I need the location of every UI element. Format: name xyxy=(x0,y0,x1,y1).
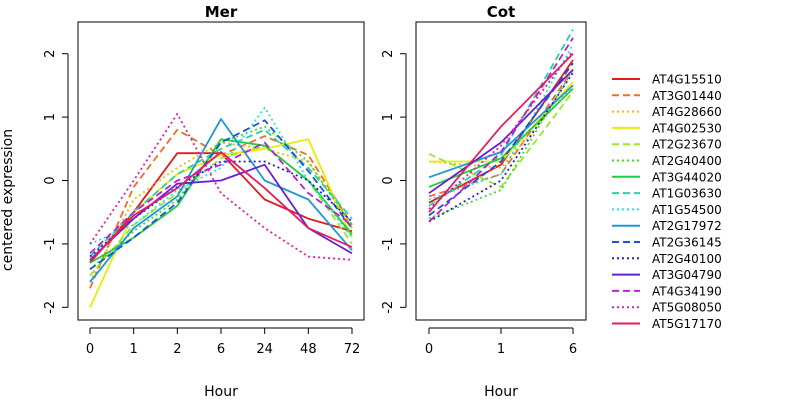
series-line-at1g03630 xyxy=(428,29,574,207)
legend-label: AT5G08050 xyxy=(652,301,722,315)
legend-label: AT1G03630 xyxy=(652,187,722,201)
x-axis-label: Hour xyxy=(204,384,238,400)
x-tick-label: 6 xyxy=(569,342,577,357)
legend-item: AT5G17170 xyxy=(612,317,722,331)
series-line-at2g40100 xyxy=(89,160,353,258)
panel-title: Mer xyxy=(205,3,238,21)
legend-item: AT1G03630 xyxy=(612,187,722,201)
legend-item: AT1G54500 xyxy=(612,203,722,217)
series-line-at5g17170 xyxy=(428,53,574,213)
series-line-at2g23670 xyxy=(428,91,574,188)
legend-item: AT4G34190 xyxy=(612,284,722,298)
y-tick-label: 1 xyxy=(381,113,396,121)
panel-cot: Cot 0 1 6 Hour -2 -1 0 1 2 xyxy=(381,3,587,400)
x-tick-label: 2 xyxy=(173,342,181,357)
series-line-at5g08050 xyxy=(89,113,353,261)
series-line-at1g54500 xyxy=(89,106,353,245)
legend-label: AT5G17170 xyxy=(652,317,722,331)
series-line-at4g28660 xyxy=(89,141,353,283)
x-axis-label: Hour xyxy=(484,384,518,400)
legend-item: AT4G02530 xyxy=(612,121,722,135)
legend-item: AT4G15510 xyxy=(612,73,722,87)
y-tick-label: -2 xyxy=(43,301,58,314)
legend: AT4G15510 AT3G01440 AT4G28660 AT4G02530 AT2G… xyxy=(612,73,722,331)
legend-label: AT2G17972 xyxy=(652,219,722,233)
series-line-at1g03630 xyxy=(89,128,353,258)
legend-label: AT4G15510 xyxy=(652,73,722,87)
panel-title: Cot xyxy=(487,3,515,21)
x-tick-label: 0 xyxy=(425,342,433,357)
legend-label: AT4G34190 xyxy=(652,284,722,298)
series-line-at2g36145 xyxy=(89,119,353,271)
legend-label: AT1G54500 xyxy=(652,203,722,217)
legend-item: AT2G17972 xyxy=(612,219,722,233)
x-tick-label: 6 xyxy=(217,342,225,357)
series-line-at3g44020 xyxy=(428,87,574,188)
legend-item: AT2G23670 xyxy=(612,138,722,152)
legend-item: AT5G08050 xyxy=(612,301,722,315)
legend-label: AT2G40400 xyxy=(652,154,722,168)
legend-item: AT2G40100 xyxy=(612,252,722,266)
y-axis-label: centered expression xyxy=(0,129,16,271)
series-line-at4g34190 xyxy=(428,37,574,223)
x-tick-label: 72 xyxy=(344,342,361,357)
series-line-at2g40400 xyxy=(89,125,353,270)
y-tick-label: 0 xyxy=(381,176,396,184)
series-line-at2g36145 xyxy=(428,62,574,217)
y-tick-label: -2 xyxy=(381,301,396,314)
series-line-at4g34190 xyxy=(89,141,353,255)
legend-label: AT2G40100 xyxy=(652,252,722,266)
series-line-at1g54500 xyxy=(428,43,574,201)
plot-frame xyxy=(77,21,365,321)
legend-label: AT4G28660 xyxy=(652,105,722,119)
legend-item: AT3G04790 xyxy=(612,268,722,282)
y-tick-label: -1 xyxy=(43,237,58,250)
series-line-at3g04790 xyxy=(428,68,574,194)
y-tick-label: 2 xyxy=(381,50,396,58)
legend-item: AT2G40400 xyxy=(612,154,722,168)
series-line-at5g08050 xyxy=(428,49,574,210)
legend-item: AT4G28660 xyxy=(612,105,722,119)
y-tick-label: 1 xyxy=(43,113,58,121)
series-line-at5g17170 xyxy=(89,151,353,263)
legend-item: AT3G01440 xyxy=(612,89,722,103)
x-tick-label: 1 xyxy=(497,342,505,357)
series-line-at4g02530 xyxy=(429,81,574,163)
plot-frame xyxy=(415,21,587,321)
legend-label: AT2G23670 xyxy=(652,138,722,152)
legend-item: AT2G36145 xyxy=(612,236,722,250)
x-tick-label: 1 xyxy=(130,342,138,357)
y-tick-label: 2 xyxy=(43,50,58,58)
legend-label: AT3G01440 xyxy=(652,89,722,103)
panel-mer: Mer 0 1 2 6 24 48 72 Hour -2 -1 0 1 2 xyxy=(43,3,365,400)
series-line-at2g17972 xyxy=(89,118,353,283)
x-tick-label: 48 xyxy=(300,342,317,357)
y-tick-label: 0 xyxy=(43,176,58,184)
series-line-at3g04790 xyxy=(89,163,353,261)
legend-label: AT2G36145 xyxy=(652,236,722,250)
legend-label: AT3G04790 xyxy=(652,268,722,282)
legend-label: AT4G02530 xyxy=(652,121,722,135)
y-tick-label: -1 xyxy=(381,237,396,250)
series-line-at2g40400 xyxy=(428,69,574,220)
legend-item: AT3G44020 xyxy=(612,170,722,184)
x-tick-label: 0 xyxy=(86,342,94,357)
x-tick-label: 24 xyxy=(256,342,273,357)
legend-label: AT3G44020 xyxy=(652,170,722,184)
